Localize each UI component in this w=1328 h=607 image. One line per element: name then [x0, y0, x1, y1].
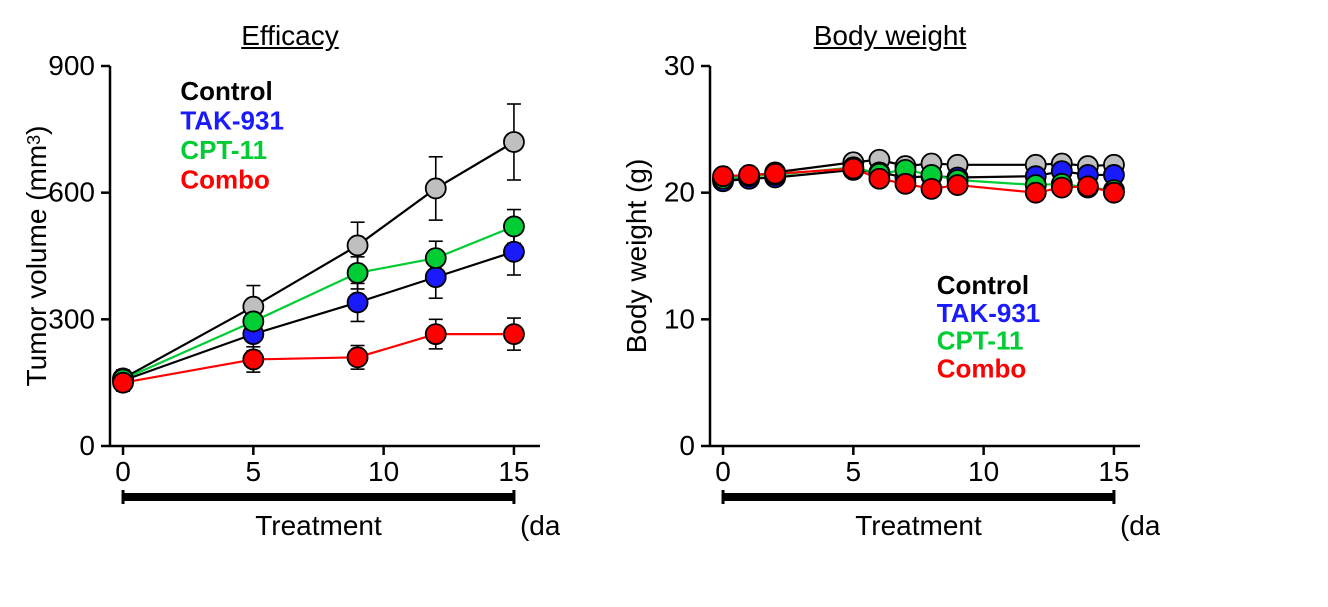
legend-label: Control — [180, 76, 272, 106]
series-marker — [765, 164, 785, 184]
x-tick-label: 0 — [115, 456, 131, 487]
treatment-bar — [723, 493, 1114, 501]
series-marker — [1026, 183, 1046, 203]
series-line — [123, 252, 514, 381]
series-marker — [869, 169, 889, 189]
treatment-bar — [123, 493, 514, 501]
series-line — [123, 334, 514, 383]
chart-svg: 0 300 600 900 0 5 10 15 Treatment (days) Tumor vol… — [20, 56, 560, 566]
y-tick-label: 10 — [664, 303, 695, 334]
series-marker — [426, 178, 446, 198]
figure-container: Efficacy0300600900051015Treatment(days)T… — [20, 20, 1308, 566]
y-tick-label: 30 — [664, 56, 695, 81]
y-axis-label: Body weight (g) — [621, 159, 652, 354]
panel-title: Efficacy — [20, 20, 560, 52]
legend-label: TAK-931 — [937, 298, 1041, 328]
panel-efficacy: Efficacy 0 300 600 900 0 5 10 15 Treatment (days) T… — [20, 20, 560, 566]
legend-label: Combo — [937, 354, 1027, 384]
x-axis-label: Treatment — [255, 510, 382, 541]
panel-bodyweight: Body weight 0 10 20 30 0 5 10 15 Treatment (days) B… — [620, 20, 1160, 566]
x-axis-label: Treatment — [855, 510, 982, 541]
series-marker — [1104, 183, 1124, 203]
series-marker — [504, 242, 524, 262]
series-marker — [922, 179, 942, 199]
series-marker — [504, 216, 524, 236]
legend-label: CPT-11 — [937, 326, 1024, 356]
legend-label: TAK-931 — [180, 105, 284, 135]
series-marker — [113, 373, 133, 393]
series-marker — [426, 324, 446, 344]
legend-label: Combo — [180, 164, 270, 194]
series-marker — [713, 166, 733, 186]
x-tick-label: 5 — [246, 456, 262, 487]
series-marker — [739, 165, 759, 185]
y-tick-label: 0 — [79, 430, 95, 461]
y-tick-label: 20 — [664, 177, 695, 208]
x-tick-label: 15 — [498, 456, 529, 487]
panel-title: Body weight — [620, 20, 1160, 52]
series-marker — [948, 175, 968, 195]
series-marker — [348, 263, 368, 283]
x-tick-label: 10 — [968, 456, 999, 487]
x-axis-unit: (days) — [1120, 510, 1160, 541]
legend-label: Control — [937, 270, 1029, 300]
series-marker — [348, 292, 368, 312]
x-tick-label: 10 — [368, 456, 399, 487]
y-axis-label: Tumor volume (mm3) — [21, 126, 52, 387]
series-marker — [426, 267, 446, 287]
y-tick-label: 0 — [679, 430, 695, 461]
y-tick-label: 300 — [48, 303, 95, 334]
y-tick-label: 900 — [48, 56, 95, 81]
series-marker — [895, 174, 915, 194]
series-marker — [1078, 176, 1098, 196]
x-axis-unit: (days) — [520, 510, 560, 541]
chart-svg: 0 10 20 30 0 5 10 15 Treatment (days) Body weight … — [620, 56, 1160, 566]
series-marker — [504, 324, 524, 344]
series-marker — [504, 132, 524, 152]
x-tick-label: 5 — [846, 456, 862, 487]
series-line — [123, 226, 514, 379]
series-marker — [243, 349, 263, 369]
x-tick-label: 0 — [715, 456, 731, 487]
series-marker — [348, 347, 368, 367]
series-marker — [348, 235, 368, 255]
series-marker — [243, 311, 263, 331]
series-marker — [1052, 178, 1072, 198]
series-marker — [843, 159, 863, 179]
x-tick-label: 15 — [1098, 456, 1129, 487]
series-marker — [426, 248, 446, 268]
legend-label: CPT-11 — [180, 135, 267, 165]
y-tick-label: 600 — [48, 177, 95, 208]
